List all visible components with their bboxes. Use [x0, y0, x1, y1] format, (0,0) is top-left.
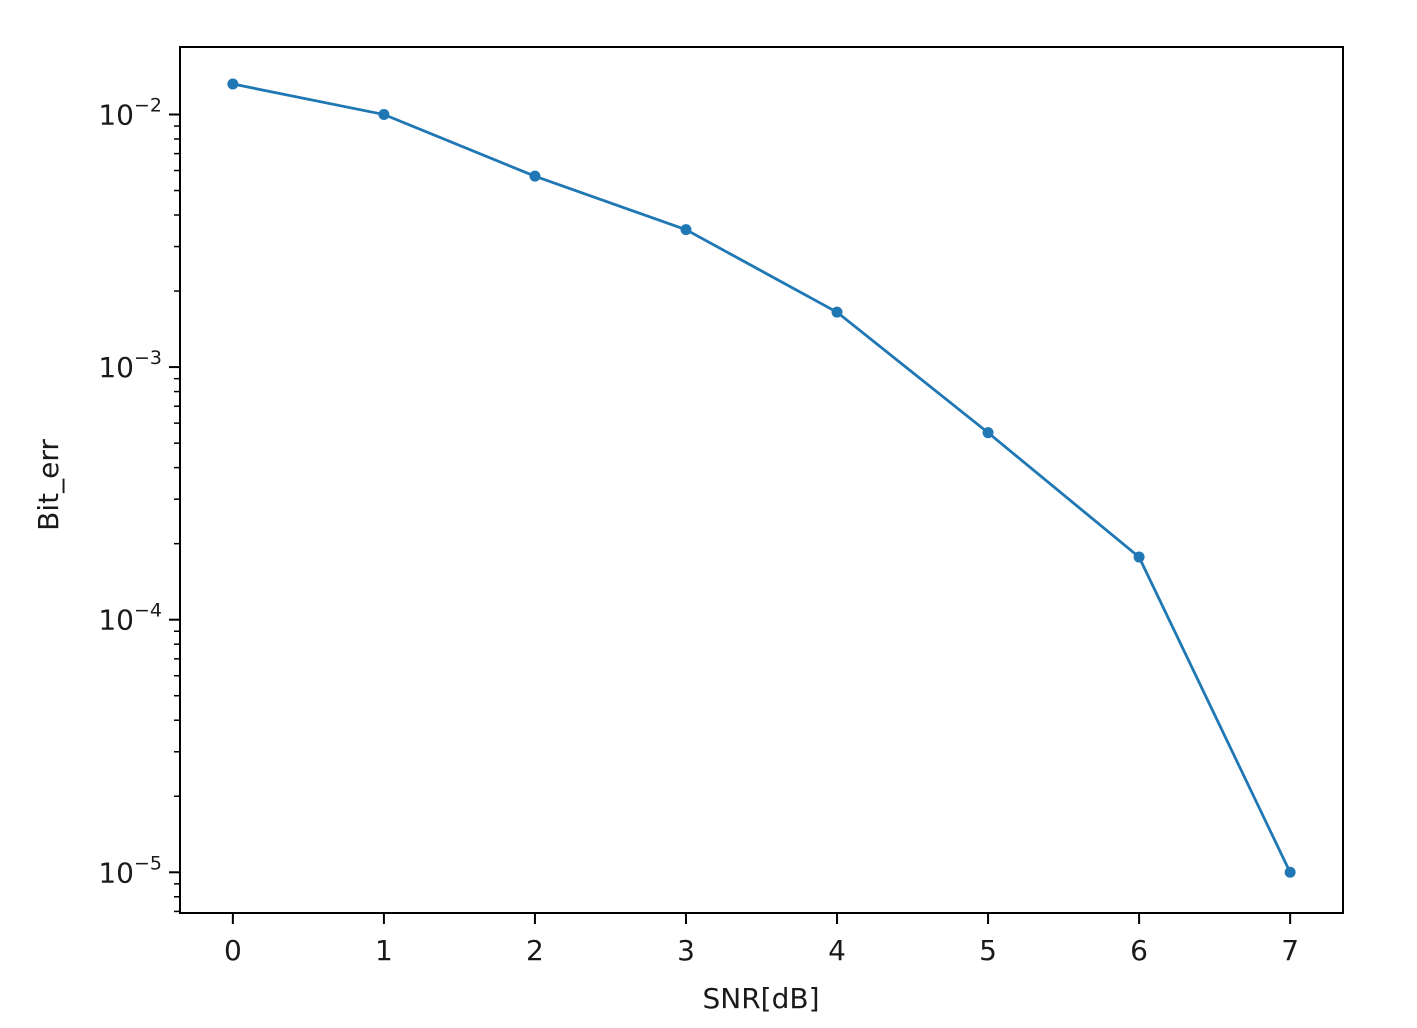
y-tick-label: 10−2 [98, 94, 162, 131]
series-layer [227, 78, 1296, 878]
y-tick-label: 10−3 [98, 347, 162, 384]
plot-frame [179, 46, 1344, 914]
x-tick-label: 4 [828, 934, 846, 967]
data-point [1133, 551, 1145, 563]
data-point [227, 78, 239, 90]
y-tick-label: 10−5 [98, 852, 162, 889]
x-tick-label: 1 [375, 934, 393, 967]
y-axis-label: Bit_err [32, 439, 65, 531]
x-ticks [231, 913, 1292, 924]
x-tick-label: 6 [1130, 934, 1148, 967]
y-major-ticks [169, 113, 180, 874]
x-tick-label: 2 [526, 934, 544, 967]
x-axis-label: SNR[dB] [702, 982, 819, 1015]
data-point [680, 224, 692, 236]
x-tick-label: 7 [1281, 934, 1299, 967]
series-line [232, 82, 1292, 873]
x-tick-label: 5 [979, 934, 997, 967]
y-tick-labels: 10−2 10−3 10−4 10−5 [98, 94, 162, 889]
data-point [982, 427, 994, 439]
y-tick-label: 10−4 [98, 600, 162, 637]
x-tick-label: 3 [677, 934, 695, 967]
data-point [378, 108, 390, 120]
x-tick-labels: 0 1 2 3 4 5 6 7 [224, 934, 1299, 967]
data-point [831, 306, 843, 318]
data-point [1284, 866, 1296, 878]
x-tick-label: 0 [224, 934, 242, 967]
data-point [529, 170, 541, 182]
